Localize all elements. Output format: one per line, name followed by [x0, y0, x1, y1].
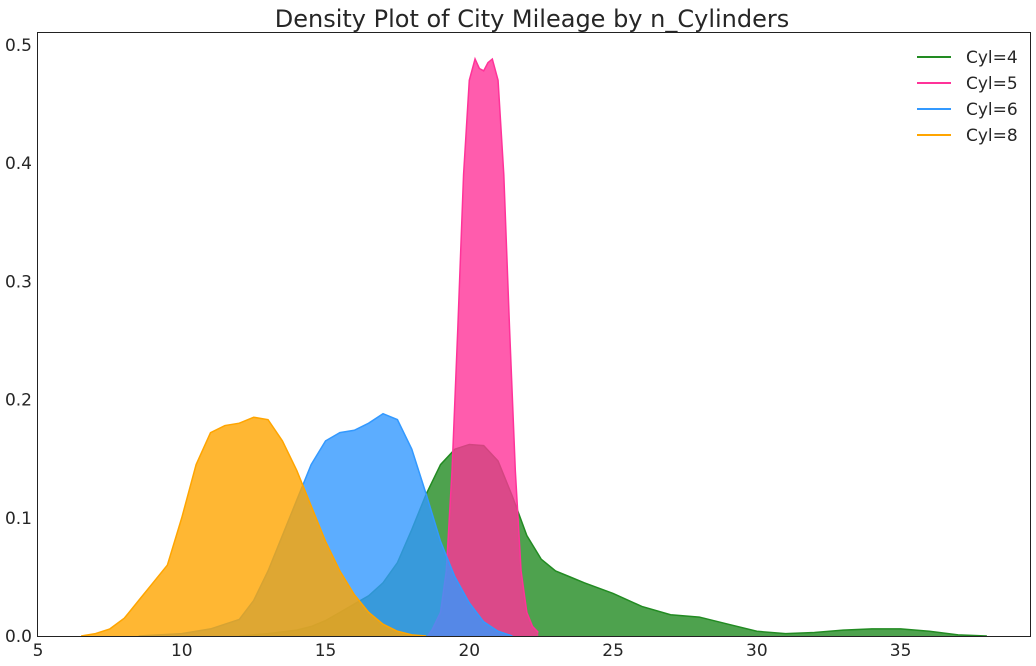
series-line-cyl-8 [81, 416, 427, 637]
x-tick-label: 10 [171, 641, 193, 661]
plot-frame [37, 32, 1031, 637]
x-tick-label: 35 [890, 641, 912, 661]
series-area-cyl-6 [138, 413, 513, 636]
y-tick-label: 0.1 [5, 509, 32, 529]
legend-label-cyl-5: Cyl=5 [966, 74, 1018, 94]
x-tick-label: 15 [315, 641, 337, 661]
y-tick-label: 0.0 [5, 627, 32, 647]
y-tick-label: 0.2 [5, 391, 32, 411]
x-tick-label: 30 [746, 641, 768, 661]
x-tick-label: 5 [33, 641, 44, 661]
series-areas [81, 56, 987, 637]
chart-title: Density Plot of City Mileage by n_Cylind… [275, 5, 789, 33]
y-tick-label: 0.4 [5, 154, 32, 174]
series-area-cyl-5 [427, 59, 539, 636]
legend-label-cyl-4: Cyl=4 [966, 48, 1018, 68]
x-axis: 5 10 15 20 25 30 35 [33, 641, 912, 661]
y-axis: 0.0 0.1 0.2 0.3 0.4 0.5 [5, 36, 32, 647]
x-tick-label: 20 [458, 641, 480, 661]
y-tick-label: 0.5 [5, 36, 32, 56]
series-area-cyl-8 [81, 417, 427, 636]
x-tick-label: 25 [602, 641, 624, 661]
legend: Cyl=4 Cyl=5 Cyl=6 Cyl=8 [917, 48, 1018, 146]
legend-label-cyl-6: Cyl=6 [966, 100, 1018, 120]
y-tick-label: 0.3 [5, 272, 32, 292]
legend-label-cyl-8: Cyl=8 [966, 126, 1018, 146]
series-line-cyl-5 [427, 56, 539, 637]
